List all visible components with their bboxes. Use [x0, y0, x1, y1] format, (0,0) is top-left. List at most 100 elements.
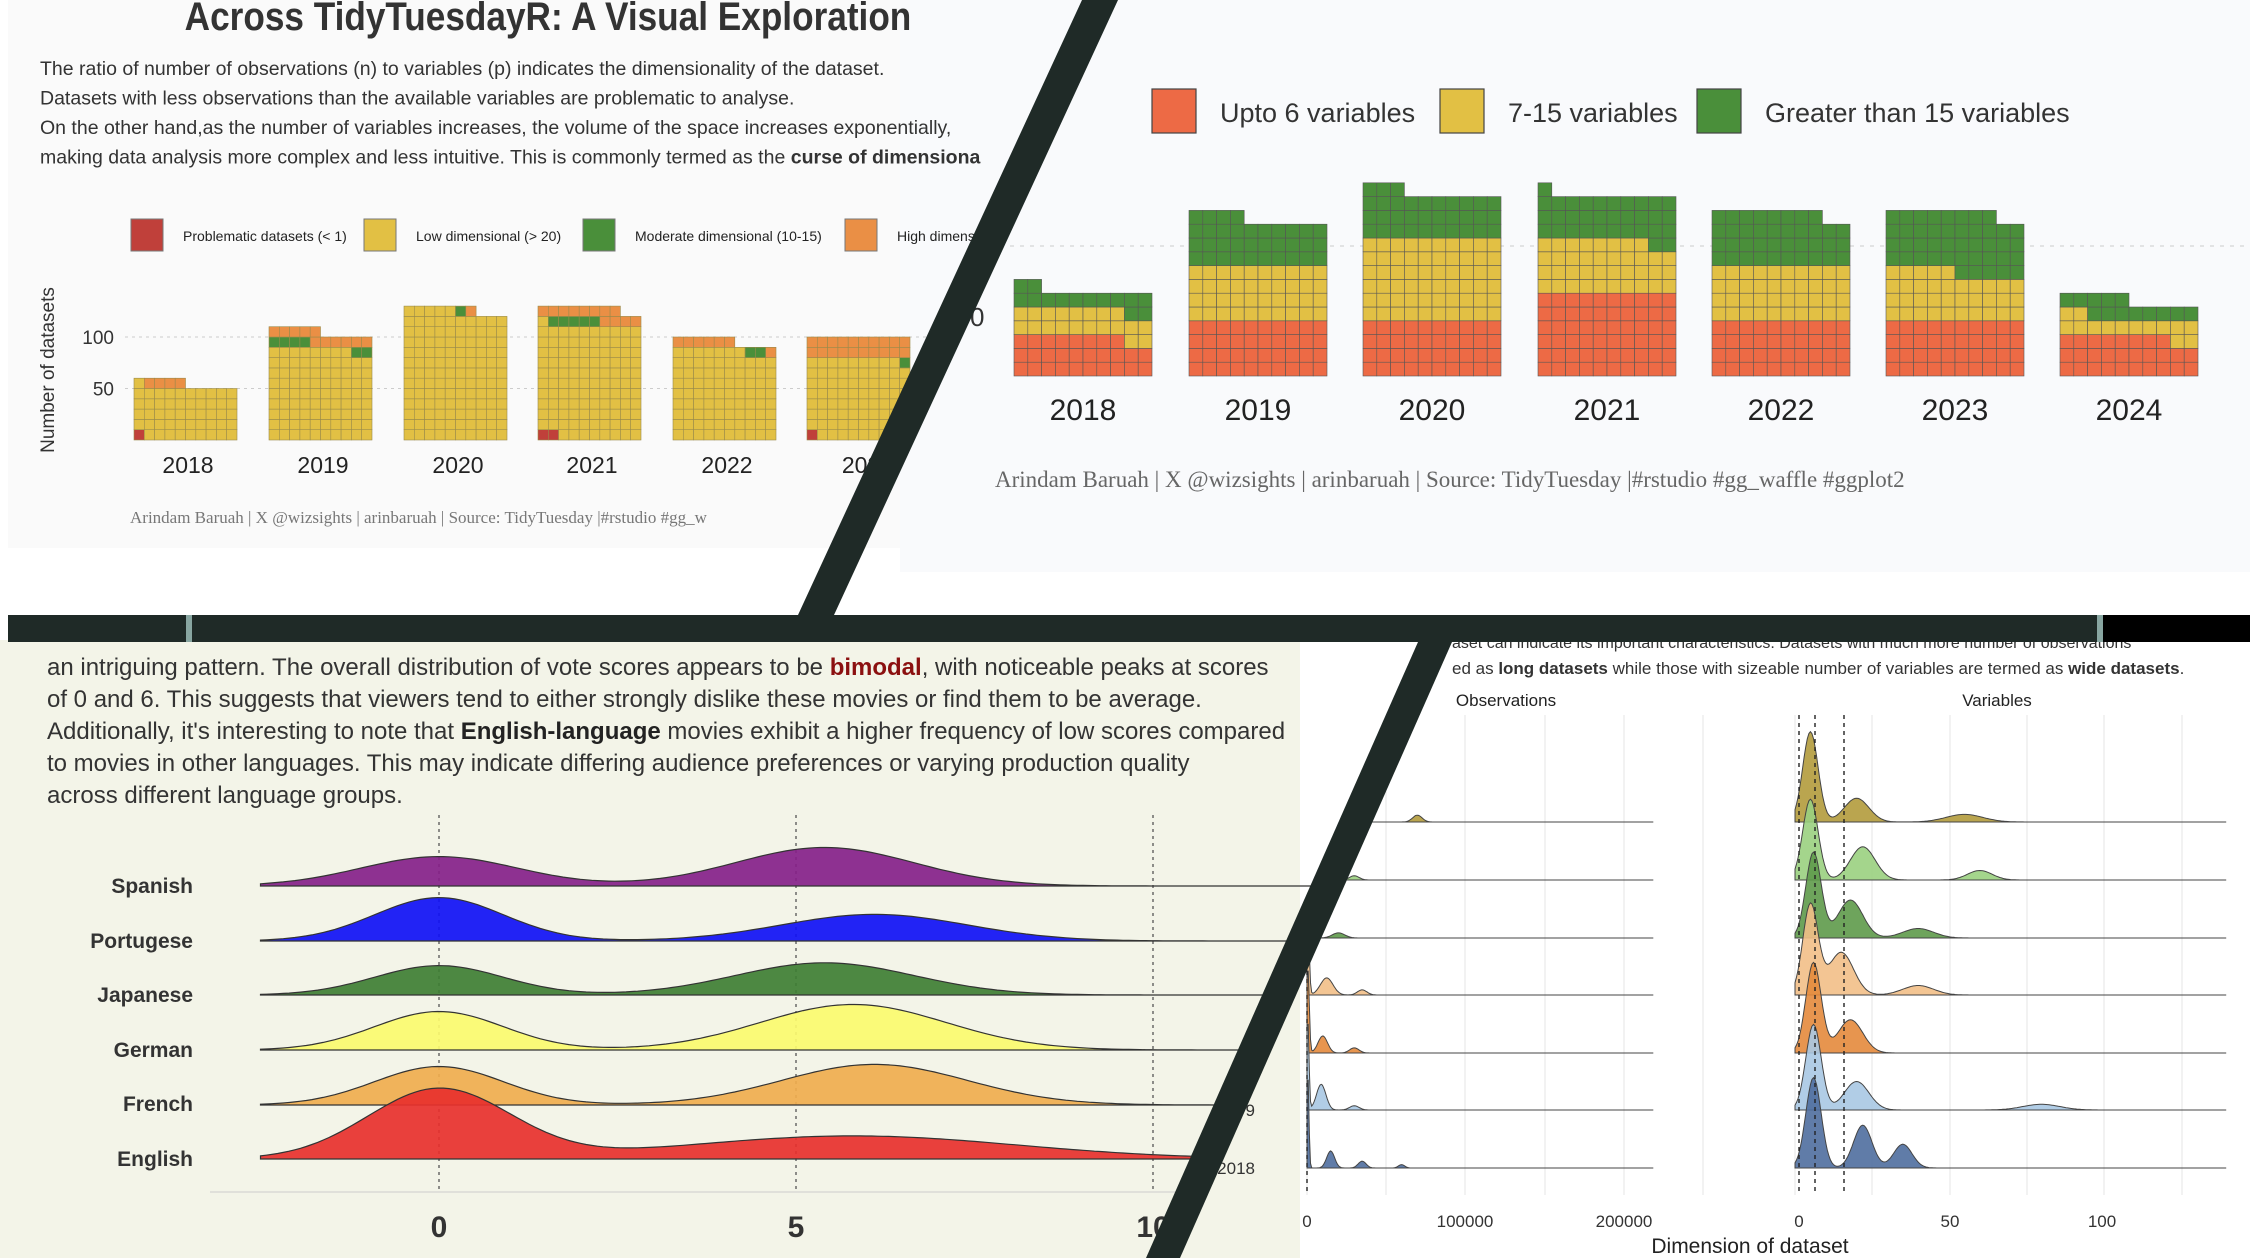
panel1-waffle-cell — [444, 336, 456, 348]
panel2-waffle-cell — [1216, 361, 1231, 377]
panel2-waffle-cell — [2059, 292, 2075, 308]
panel2-waffle-cell — [1794, 237, 1809, 253]
panel1-waffle-cell — [827, 357, 839, 369]
panel1-waffle-cell — [682, 429, 694, 441]
panel1-waffle-cell — [174, 398, 186, 410]
panel1-waffle-cell — [465, 316, 477, 327]
panel1-waffle-cell — [289, 346, 301, 358]
panel2-waffle-cell — [1606, 265, 1622, 280]
panel1-waffle-cell — [351, 357, 362, 369]
panel1-waffle-cell — [278, 357, 290, 369]
panel1-waffle-cell — [475, 367, 487, 379]
panel2-waffle-cell — [1431, 223, 1447, 239]
panel2-waffle-cell — [1243, 237, 1259, 253]
panel2-waffle-cell — [1202, 334, 1217, 349]
panel1-xtick: 2020 — [432, 452, 483, 478]
panel2-waffle-cell — [1376, 265, 1391, 280]
panel1-waffle-cell — [340, 336, 352, 348]
panel2-waffle-cell — [1431, 237, 1447, 253]
panel1-waffle-cell — [547, 346, 559, 358]
panel1-waffle-cell — [858, 408, 870, 420]
panel1-waffle-cell — [486, 429, 497, 441]
panel1-waffle-cell — [703, 408, 715, 420]
panel2-waffle-cell — [2009, 223, 2025, 239]
panel1-waffle-cell — [465, 398, 477, 410]
panel1-waffle-cell — [693, 346, 705, 358]
panel2-waffle-cell — [1216, 320, 1231, 335]
panel1-waffle-cell — [361, 336, 373, 348]
panel2-waffle-cell — [1565, 265, 1580, 280]
panel1-waffle-cell — [403, 377, 415, 389]
panel2-waffle-cell — [2183, 334, 2199, 349]
panel2-waffle-cell — [1243, 223, 1259, 239]
panel1-waffle-cell — [278, 326, 290, 338]
panel1-waffle-cell — [424, 429, 436, 441]
panel1-waffle-cell — [868, 408, 880, 420]
panel2-waffle-cell — [1711, 292, 1727, 308]
panel2-waffle-cell — [1459, 265, 1474, 280]
panel2-waffle-cell — [1362, 320, 1378, 335]
panel1-waffle-cell — [620, 429, 632, 441]
panel2-waffle-cell — [1376, 223, 1391, 239]
panel2-waffle-cell — [1739, 306, 1754, 322]
panel2-waffle-cell — [2183, 320, 2199, 335]
panel1-waffle-cell — [340, 367, 352, 379]
panel2-waffle-cell — [1362, 292, 1378, 308]
panel1-waffle-cell — [578, 398, 590, 410]
panel1-waffle-cell — [868, 336, 880, 348]
panel2-waffle-cell — [1766, 306, 1782, 322]
panel1-waffle-cell — [340, 377, 352, 389]
panel2-waffle-cell — [1766, 292, 1782, 308]
panel1-waffle-cell — [413, 408, 425, 420]
panel2-waffle-cell — [1766, 348, 1782, 363]
panel1-waffle-cell — [455, 408, 467, 420]
panel1-waffle-cell — [547, 419, 559, 430]
panel4-var-ridge — [1794, 961, 2227, 1054]
panel1-waffle-cell — [289, 336, 301, 348]
panel1-waffle-cell — [713, 377, 725, 389]
panel2-waffle-cell — [1390, 196, 1405, 211]
panel2-waffle-cell — [1096, 361, 1111, 377]
panel1-waffle-cell — [578, 377, 590, 389]
panel1-waffle-cell — [486, 326, 497, 338]
panel2-waffle-cell — [1913, 292, 1928, 308]
panel1-waffle-cell — [278, 398, 290, 410]
panel1-waffle-cell — [133, 408, 145, 420]
panel1-waffle-cell — [609, 377, 621, 389]
panel2-waffle-cell — [1579, 251, 1594, 266]
panel1-waffle-cell — [724, 429, 736, 441]
panel1-waffle-cell — [568, 305, 580, 317]
panel1-waffle-cell — [465, 377, 477, 389]
panel2-waffle-cell — [1661, 292, 1677, 308]
panel1-waffle-cell — [496, 419, 508, 430]
panel2-waffle-cell — [1013, 306, 1029, 322]
panel2-waffle-cell — [1927, 279, 1942, 294]
panel2-waffle-cell — [1766, 279, 1782, 294]
panel2-waffle-cell — [1725, 223, 1740, 239]
panel3-ylabel: Japanese — [97, 984, 193, 1007]
panel2-waffle-cell — [1312, 265, 1328, 280]
strip-end — [2103, 615, 2250, 642]
panel2-waffle-cell — [1780, 237, 1796, 253]
panel1-waffle-cell — [547, 357, 559, 369]
panel2-waffle-cell — [1822, 223, 1837, 239]
panel2-waffle-cell — [1537, 237, 1553, 253]
panel2-waffle-cell — [1312, 223, 1328, 239]
panel3-ylabel: Portugese — [90, 930, 193, 953]
panel2-waffle-cell — [1068, 320, 1084, 335]
panel1-waffle-cell — [174, 429, 186, 441]
panel1-waffle-cell — [568, 336, 580, 348]
panel2-waffle-cell — [1711, 237, 1727, 253]
panel2-waffle-cell — [1753, 210, 1768, 225]
panel1-waffle-cell — [713, 367, 725, 379]
panel2-waffle-cell — [1822, 279, 1837, 294]
panel2-waffle-cell — [1376, 334, 1391, 349]
panel1-waffle-cell — [289, 398, 301, 410]
panel2-waffle-cell — [1968, 361, 1983, 377]
panel1-waffle-cell — [475, 357, 487, 369]
panel1-waffle-cell — [413, 357, 425, 369]
panel1-waffle-cell — [878, 408, 890, 420]
panel2-waffle-cell — [1634, 196, 1649, 211]
panel2-waffle-cell — [1808, 306, 1823, 322]
panel1-waffle-cell — [609, 346, 621, 358]
